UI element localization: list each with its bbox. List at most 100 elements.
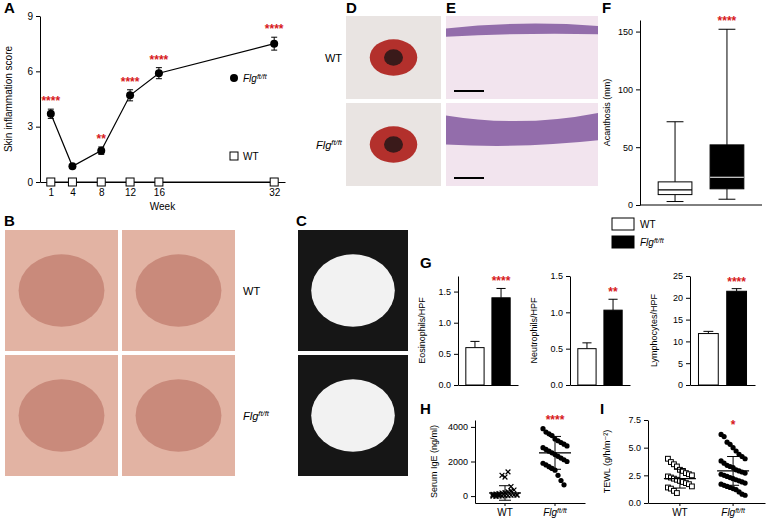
point bbox=[97, 147, 105, 155]
y-tick: 3 bbox=[27, 121, 40, 132]
mean-line bbox=[539, 452, 571, 453]
panel-letter: A bbox=[4, 0, 15, 16]
error-cap bbox=[127, 89, 133, 90]
legend-item: Flgft/ft bbox=[612, 236, 665, 248]
plot-area bbox=[698, 289, 746, 385]
y-tick: 0 bbox=[678, 380, 690, 390]
y-tick: 1.0 bbox=[550, 308, 570, 318]
y-tick-mark bbox=[471, 462, 475, 463]
y-tick-label: 100 bbox=[618, 85, 633, 95]
point bbox=[155, 178, 163, 186]
photo bbox=[298, 355, 408, 476]
y-tick-label: 0 bbox=[628, 200, 633, 210]
legend-label: WT bbox=[640, 219, 656, 230]
significance: **** bbox=[265, 22, 284, 36]
x-axis-line bbox=[691, 385, 756, 386]
y-tick-mark bbox=[644, 503, 648, 504]
point bbox=[675, 491, 680, 496]
chart-strip: H020004000Serum IgE (ng/ml)WTFlgft/ft***… bbox=[420, 400, 586, 518]
y-tick-label: 0 bbox=[27, 177, 33, 188]
label-text: Flg bbox=[243, 73, 257, 84]
point bbox=[690, 473, 695, 478]
label-text: WT bbox=[672, 507, 688, 518]
y-tick: 0.0 bbox=[438, 380, 458, 390]
label-text: Flg bbox=[316, 139, 332, 151]
photo-panel: C bbox=[296, 212, 408, 476]
x-tick-label: WT bbox=[497, 507, 513, 518]
point bbox=[270, 178, 278, 186]
y-tick-mark bbox=[644, 420, 648, 421]
y-tick-mark bbox=[454, 385, 458, 386]
x-tick-label: 8 bbox=[99, 187, 105, 198]
mean-line bbox=[664, 478, 696, 479]
x-tick: WT bbox=[497, 503, 513, 518]
y-tick: 2000 bbox=[448, 457, 475, 467]
x-tick-label: 12 bbox=[125, 187, 137, 198]
photo-panel: BWTFlgft/ft bbox=[4, 212, 270, 476]
y-axis: 020004000 bbox=[448, 421, 476, 504]
bar bbox=[727, 291, 747, 385]
y-tick-mark bbox=[471, 427, 475, 428]
point bbox=[509, 484, 514, 489]
sd-cap bbox=[499, 485, 511, 486]
y-tick-label: 50 bbox=[623, 143, 633, 153]
error-cap bbox=[271, 50, 277, 51]
y-tick-label: 0 bbox=[678, 380, 683, 390]
y-tick: 7.5 bbox=[628, 415, 648, 425]
y-axis-line bbox=[690, 277, 691, 386]
y-tick: 0.5 bbox=[438, 349, 458, 359]
box bbox=[658, 182, 692, 195]
y-tick-mark bbox=[636, 89, 640, 90]
y-axis-title: Acanthosis (mm) bbox=[602, 79, 612, 147]
x-axis: WT Flgft/ft bbox=[649, 503, 766, 518]
point bbox=[97, 178, 105, 186]
error-cap bbox=[127, 100, 133, 101]
y-tick-mark bbox=[686, 320, 690, 321]
legend-swatch bbox=[612, 236, 634, 248]
legend-marker bbox=[230, 74, 238, 82]
photo bbox=[446, 103, 598, 186]
whisker-cap bbox=[719, 29, 736, 30]
y-tick: 25 bbox=[673, 271, 690, 281]
y-tick-label: 1.0 bbox=[550, 308, 563, 318]
y-tick: 20 bbox=[673, 293, 690, 303]
photo bbox=[122, 230, 235, 351]
point bbox=[497, 493, 502, 498]
panel-letter: B bbox=[4, 212, 15, 229]
y-tick: 50 bbox=[623, 143, 640, 153]
significance: **** bbox=[718, 14, 737, 28]
y-tick-mark bbox=[36, 182, 40, 183]
y-axis: 0.02.55.07.5 bbox=[628, 415, 648, 508]
y-tick-mark bbox=[454, 323, 458, 324]
sd-cap bbox=[727, 485, 739, 486]
y-tick: 1.0 bbox=[438, 318, 458, 328]
y-tick-label: 25 bbox=[673, 271, 683, 281]
y-tick-mark bbox=[471, 496, 475, 497]
mean-line bbox=[489, 492, 521, 493]
photo bbox=[122, 355, 235, 476]
x-tick-label: Flgft/ft bbox=[721, 507, 746, 518]
x-axis-line bbox=[571, 385, 631, 386]
sd-cap bbox=[549, 436, 561, 437]
error-cap bbox=[470, 341, 479, 342]
legend-label: Flgft/ft bbox=[640, 237, 665, 248]
error-cap bbox=[703, 331, 713, 332]
row-label: WT bbox=[325, 52, 342, 64]
whisker-cap bbox=[667, 121, 684, 122]
y-tick: 4000 bbox=[448, 422, 475, 432]
legend-item: WT bbox=[230, 151, 259, 162]
error-bar bbox=[501, 288, 502, 297]
y-axis-title: Serum IgE (ng/ml) bbox=[429, 425, 439, 498]
panel-letter: C bbox=[296, 212, 307, 229]
median bbox=[658, 189, 692, 190]
y-tick-label: 0.0 bbox=[550, 380, 563, 390]
panel-letter: H bbox=[420, 400, 431, 417]
y-tick: 0.5 bbox=[550, 344, 570, 354]
y-tick-mark bbox=[636, 147, 640, 148]
y-axis: 0369 bbox=[27, 11, 40, 188]
y-axis-title: TEWL (g/h/m⁻²) bbox=[602, 430, 612, 493]
label-text: Flg bbox=[721, 507, 735, 518]
y-tick-label: 7.5 bbox=[628, 415, 641, 425]
significance: ** bbox=[97, 132, 107, 146]
sd-cap bbox=[727, 456, 739, 457]
